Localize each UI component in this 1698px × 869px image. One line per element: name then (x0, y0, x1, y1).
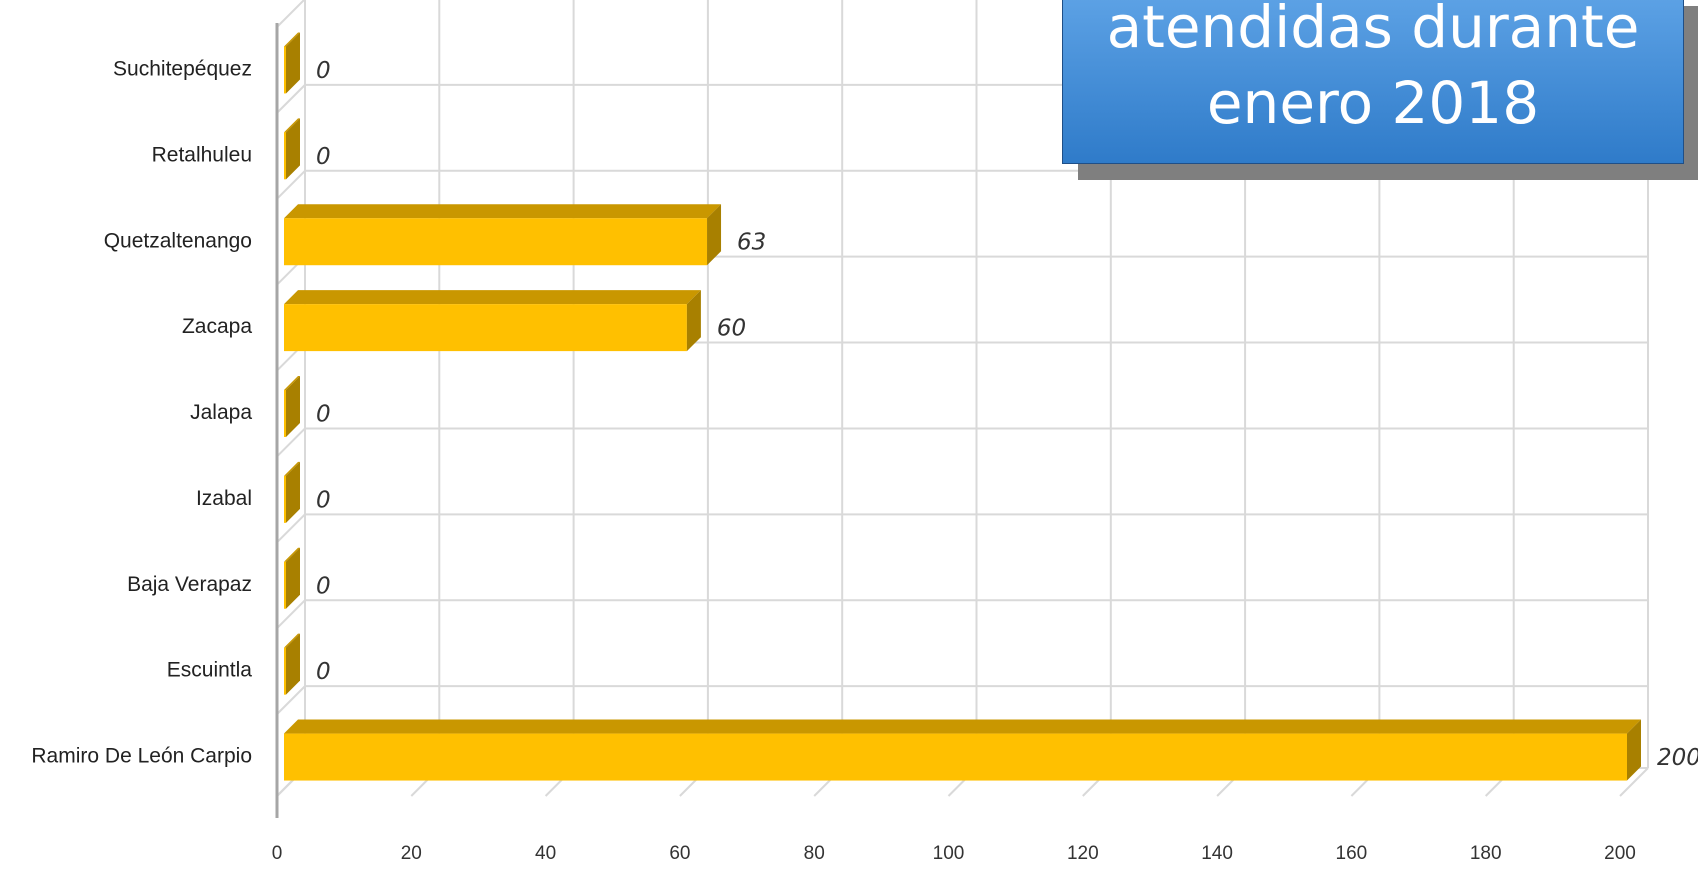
bar-top-face (284, 633, 300, 648)
bar-side-face (286, 461, 300, 523)
bar-top-face (284, 118, 300, 133)
category-label: Ramiro De León Carpio (31, 745, 252, 768)
x-tick-label: 140 (1201, 843, 1233, 864)
gridline-side (276, 513, 306, 544)
bar-side-face (286, 547, 300, 609)
bar-side-face (1627, 719, 1641, 781)
bar-front-face (284, 46, 286, 94)
gridline-side (276, 84, 306, 114)
bar (284, 633, 300, 695)
data-label: 0 (316, 58, 331, 84)
chart-title-box: atendidas durante enero 2018 (1062, 0, 1684, 164)
chart-title-line-2: enero 2018 (1206, 69, 1540, 137)
bar (284, 719, 1641, 781)
x-tick-label: 0 (272, 843, 283, 864)
bar-front-face (284, 733, 1627, 781)
bar-top-face (284, 290, 701, 305)
data-label: 0 (316, 402, 331, 428)
gridline-side (276, 685, 306, 715)
grid (275, 0, 1649, 818)
data-label: 0 (316, 659, 331, 685)
gridline-side (276, 0, 306, 28)
chart-title: atendidas durante enero 2018 (1063, 0, 1683, 141)
bar-front-face (284, 218, 708, 266)
chart-title-line-1: atendidas durante (1106, 0, 1640, 61)
data-label: 63 (737, 230, 766, 256)
x-tick-label: 120 (1067, 843, 1099, 864)
data-label: 0 (316, 144, 331, 170)
bar-front-face (284, 304, 687, 352)
bar-front-face (284, 561, 286, 609)
bars (284, 32, 1641, 781)
bar-side-face (286, 118, 300, 180)
bar-top-face (284, 32, 300, 47)
data-label: 0 (316, 573, 331, 599)
category-label: Quetzaltenango (104, 229, 252, 252)
category-label: Escuintla (167, 659, 253, 682)
category-label: Retalhuleu (152, 143, 252, 166)
bar (284, 376, 300, 437)
bar-side-face (707, 204, 722, 266)
category-label: Suchitepéquez (113, 57, 252, 80)
bar-front-face (284, 132, 286, 180)
bar (284, 32, 300, 94)
bar-front-face (284, 647, 286, 695)
bar-top-face (284, 547, 300, 562)
x-tick-label: 60 (669, 843, 690, 864)
bar (284, 547, 300, 609)
bar-side-face (686, 290, 701, 352)
x-tick-label: 160 (1336, 843, 1368, 864)
bar-side-face (286, 633, 300, 695)
bar (284, 461, 300, 523)
bar-top-face (284, 461, 300, 476)
category-label: Zacapa (182, 315, 252, 338)
data-label: 200 (1657, 745, 1698, 771)
bar-top-face (284, 719, 1641, 734)
labels: 0 20 40 60 80 100 120 140 160 180 200 Suchitepéquez… (31, 57, 1698, 864)
x-tick-label: 20 (401, 843, 422, 864)
category-label: Jalapa (190, 401, 252, 424)
bar-side-face (286, 32, 300, 94)
data-label: 0 (316, 487, 331, 513)
bar-front-face (284, 390, 286, 437)
gridline-side (276, 427, 306, 458)
category-label: Baja Verapaz (127, 573, 252, 596)
x-tick-label: 80 (804, 843, 825, 864)
bar-top-face (284, 204, 722, 219)
bar-side-face (286, 376, 300, 437)
gridline-side (276, 599, 306, 629)
x-tick-label: 180 (1470, 843, 1502, 864)
gridline-side (276, 170, 306, 200)
gridline-floor (1619, 767, 1649, 797)
bar-front-face (284, 475, 286, 523)
x-tick-label: 100 (933, 843, 965, 864)
data-label: 60 (717, 316, 746, 342)
bar (284, 204, 722, 266)
bar (284, 118, 300, 180)
category-label: Izabal (196, 487, 252, 510)
x-tick-label: 200 (1604, 843, 1636, 864)
bar (284, 290, 701, 352)
bar-top-face (284, 376, 300, 390)
x-tick-label: 40 (535, 843, 556, 864)
